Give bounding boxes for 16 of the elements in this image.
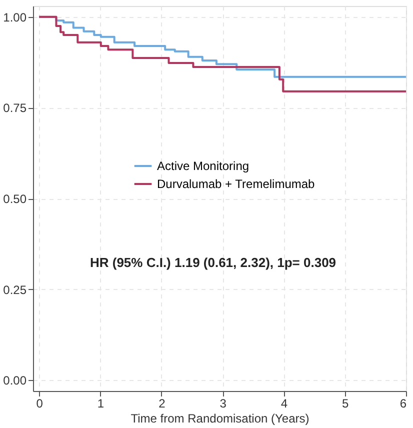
y-tick-label: 0.00: [3, 374, 27, 388]
x-tick-label: 6: [400, 396, 407, 410]
legend-label: Durvalumab + Tremelimumab: [157, 177, 316, 191]
y-tick-label: 0.75: [3, 101, 27, 116]
x-tick-label: 0: [36, 396, 44, 410]
x-tick-label: 5: [342, 396, 350, 410]
x-tick-label: 1: [97, 396, 104, 410]
annotation: HR (95% C.I.) 1.19 (0.61, 2.32), 1p= 0.309: [90, 255, 336, 270]
x-axis-title: Time from Randomisation (Years): [130, 412, 310, 426]
y-tick-label: 0.25: [3, 282, 27, 297]
x-tick-label: 2: [158, 396, 166, 410]
y-tick-label: 0.50: [3, 192, 27, 206]
legend-label: Active Monitoring: [157, 159, 250, 173]
y-tick-label: 1.00: [3, 10, 27, 24]
x-tick-label: 4: [280, 396, 288, 410]
x-tick-label: 3: [220, 396, 227, 410]
